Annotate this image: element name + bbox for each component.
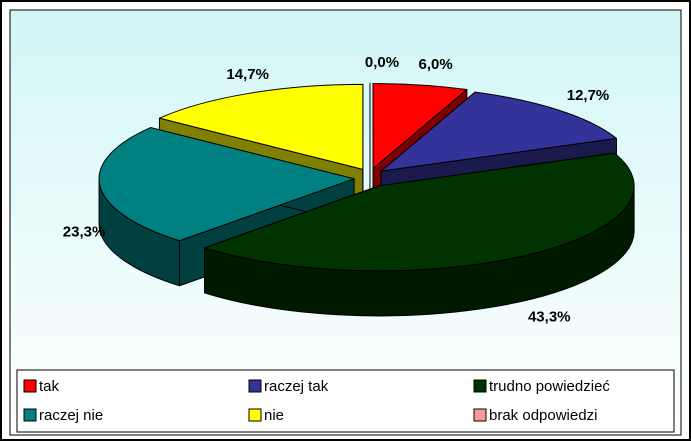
legend-swatch <box>473 379 487 393</box>
pie: 6,0% 12,7% 43,3% 23,3% 14,7% 0,0% <box>63 54 635 325</box>
legend-box <box>16 369 675 433</box>
legend-swatch <box>473 408 487 422</box>
legend-label: trudno powiedzieć <box>489 378 610 395</box>
data-label: 14,7% <box>226 66 269 83</box>
slice <box>158 83 364 170</box>
legend-label: brak odpowiedzi <box>489 407 597 424</box>
slice <box>372 83 468 170</box>
slice <box>380 91 617 172</box>
slice <box>98 127 355 242</box>
data-label: 0,0% <box>365 54 399 71</box>
legend-label: raczej tak <box>264 378 329 395</box>
data-label: 43,3% <box>528 308 571 325</box>
legend-label: raczej nie <box>39 407 103 424</box>
legend-label: tak <box>39 378 60 395</box>
legend-swatch <box>23 408 37 422</box>
legend: tak raczej tak trudno powiedzieć raczej nie… <box>23 378 610 424</box>
data-label: 12,7% <box>567 87 610 104</box>
legend-swatch <box>248 408 262 422</box>
data-label: 6,0% <box>419 56 453 73</box>
legend-swatch <box>248 379 262 393</box>
data-label: 23,3% <box>63 224 106 241</box>
slice <box>204 152 635 272</box>
legend-swatch <box>23 379 37 393</box>
legend-label: nie <box>264 407 284 424</box>
